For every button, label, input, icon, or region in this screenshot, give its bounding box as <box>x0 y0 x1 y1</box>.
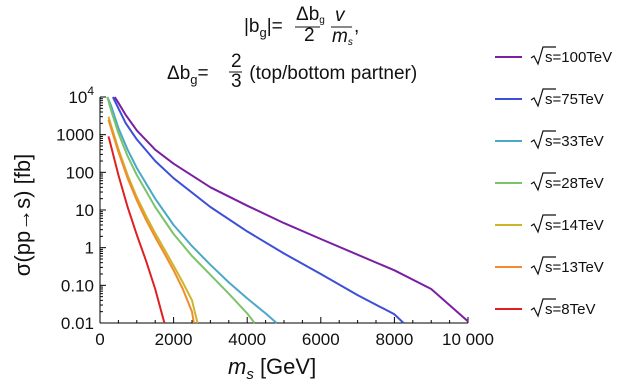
x-tick-label: 0 <box>95 330 104 349</box>
y-tick-label: 0.10 <box>61 276 94 295</box>
sqrt-icon <box>530 298 556 318</box>
x-axis-title: ms [GeV] <box>228 354 316 383</box>
title-line2-rest: (top/bottom partner) <box>244 63 417 84</box>
title-line2-lhs: Δbg= <box>167 63 209 87</box>
y-tick-label: 1 <box>85 239 94 258</box>
legend-item-13TeV: s=13TeV <box>495 256 604 276</box>
title-comma: , <box>354 16 359 37</box>
title-line2-den: 3 <box>231 71 242 92</box>
legend-item-33TeV: s=33TeV <box>495 130 604 150</box>
legend-item-75TeV: s=75TeV <box>495 88 604 108</box>
y-axis-title: σ(pp→s) [fb] <box>10 154 35 276</box>
legend-label: s=8TeV <box>545 301 595 318</box>
series-line-100TeV <box>113 96 469 323</box>
legend-label: s=14TeV <box>545 217 604 234</box>
title-frac2-den: ms <box>332 26 353 48</box>
legend-label: s=100TeV <box>545 49 612 66</box>
y-axis-ticks: 104 1000 100 10 1 0.10 0.01 <box>56 84 106 333</box>
legend-label: s=33TeV <box>545 133 604 150</box>
x-tick-label: 10 000 <box>442 330 494 349</box>
x-tick-label: 2000 <box>155 330 193 349</box>
legend-item-14TeV: s=14TeV <box>495 214 604 234</box>
series-line-75TeV <box>112 96 405 324</box>
series-line-13TeV <box>107 119 195 324</box>
series-line-28TeV <box>106 96 256 324</box>
sqrt-icon <box>530 256 556 276</box>
legend-label: s=75TeV <box>545 91 604 108</box>
y-tick-label: 1000 <box>56 126 94 145</box>
legend-label: s=28TeV <box>545 175 604 192</box>
y-tick-label: 104 <box>68 84 94 107</box>
y-tick-label: 10 <box>75 201 94 220</box>
sqrt-icon <box>530 130 556 150</box>
x-tick-label: 6000 <box>302 330 340 349</box>
x-tick-label: 8000 <box>375 330 413 349</box>
legend-item-28TeV: s=28TeV <box>495 172 604 192</box>
chart-title: |bg|= Δbg 2 v ms , Δbg= 2 3 (top/bottom … <box>167 4 417 92</box>
y-tick-label: 100 <box>66 163 94 182</box>
series-line-8TeV <box>107 136 166 324</box>
legend-label: s=13TeV <box>545 259 604 276</box>
title-line2-num: 2 <box>231 51 242 72</box>
title-frac1-num: Δbg <box>296 4 325 26</box>
title-abs-close: |= <box>267 16 283 37</box>
legend-item-8TeV: s=8TeV <box>495 298 595 318</box>
title-sub-g: g <box>260 25 267 40</box>
series-line-33TeV <box>106 96 278 324</box>
series-lines <box>106 96 469 324</box>
title-abs-b: |b <box>244 16 260 37</box>
sqrt-icon <box>530 214 556 234</box>
legend: s=100TeV s=75TeV s=33TeV s=28TeV s=14TeV s=13… <box>495 46 612 318</box>
svg-text:|bg|=: |bg|= <box>244 16 283 40</box>
y-tick-label: 0.01 <box>61 314 94 333</box>
legend-item-100TeV: s=100TeV <box>495 46 612 66</box>
x-axis-ticks: 0 2000 4000 6000 8000 10 000 <box>95 317 494 349</box>
sqrt-icon <box>530 46 556 66</box>
title-frac2-num: v <box>335 5 346 26</box>
sqrt-icon <box>530 88 556 108</box>
x-tick-label: 4000 <box>228 330 266 349</box>
sqrt-icon <box>530 172 556 192</box>
title-frac1-den: 2 <box>304 25 315 46</box>
